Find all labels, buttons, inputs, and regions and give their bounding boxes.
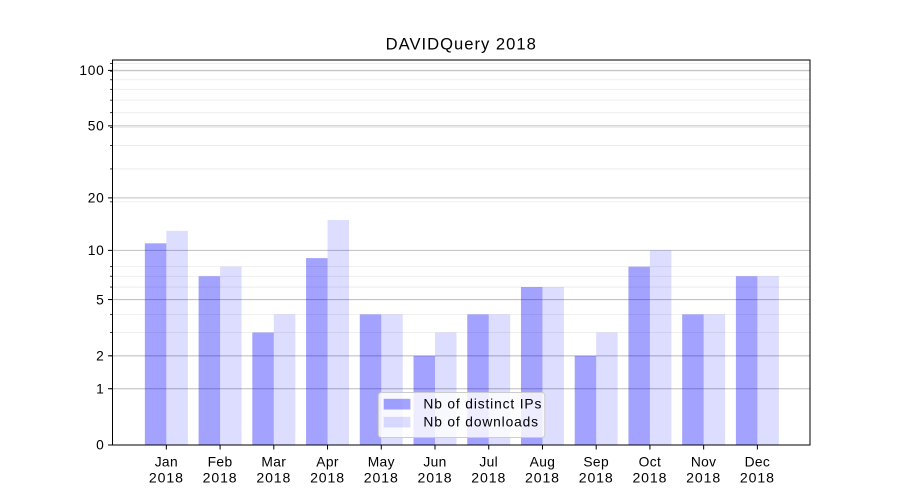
svg-text:Aug: Aug <box>530 455 556 470</box>
svg-text:Oct: Oct <box>639 455 662 470</box>
svg-text:DAVIDQuery 2018: DAVIDQuery 2018 <box>386 35 537 54</box>
svg-text:Jan: Jan <box>155 455 178 470</box>
svg-text:Nov: Nov <box>691 455 717 470</box>
svg-text:May: May <box>368 455 395 470</box>
svg-text:100: 100 <box>79 63 104 78</box>
svg-text:0: 0 <box>96 438 104 453</box>
svg-text:Sep: Sep <box>583 455 609 470</box>
svg-text:2018: 2018 <box>364 470 399 486</box>
svg-text:2018: 2018 <box>686 470 721 486</box>
svg-text:2018: 2018 <box>471 470 506 486</box>
svg-text:50: 50 <box>88 119 105 134</box>
svg-text:2018: 2018 <box>579 470 614 486</box>
svg-text:2018: 2018 <box>418 470 453 486</box>
svg-text:2018: 2018 <box>310 470 345 486</box>
svg-text:2018: 2018 <box>203 470 238 486</box>
svg-text:Jul: Jul <box>479 455 498 470</box>
svg-text:10: 10 <box>88 243 105 258</box>
svg-text:1: 1 <box>96 381 104 396</box>
svg-text:2018: 2018 <box>525 470 560 486</box>
svg-text:Nb of distinct IPs: Nb of distinct IPs <box>423 396 542 411</box>
svg-text:2018: 2018 <box>149 470 184 486</box>
svg-text:2018: 2018 <box>256 470 291 486</box>
svg-text:20: 20 <box>88 191 105 206</box>
svg-text:5: 5 <box>96 292 104 307</box>
svg-text:2018: 2018 <box>632 470 667 486</box>
svg-text:Apr: Apr <box>316 455 339 470</box>
svg-text:Jun: Jun <box>423 455 446 470</box>
svg-text:Feb: Feb <box>208 455 233 470</box>
svg-text:2018: 2018 <box>740 470 775 486</box>
svg-text:Nb of downloads: Nb of downloads <box>423 414 539 429</box>
svg-text:Mar: Mar <box>261 455 286 470</box>
svg-text:Dec: Dec <box>745 455 771 470</box>
svg-text:2: 2 <box>96 349 104 364</box>
